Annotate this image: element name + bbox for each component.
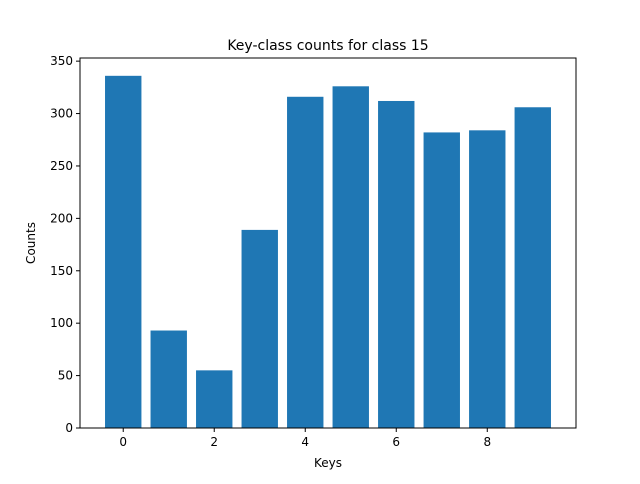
x-tick-label: 0	[119, 435, 127, 449]
y-tick-label: 350	[50, 54, 73, 68]
bar-key-6	[378, 100, 415, 429]
bar-key-2	[196, 370, 233, 428]
bar-key-8	[469, 130, 506, 429]
bar-key-4	[287, 96, 324, 429]
y-tick-label: 300	[50, 107, 73, 121]
x-tick-label: 4	[301, 435, 309, 449]
y-tick-label: 100	[50, 316, 73, 330]
y-tick-label: 250	[50, 159, 73, 173]
x-axis-ticks: 0 2 4 6 8	[119, 428, 491, 449]
y-tick-label: 50	[58, 369, 73, 383]
bar-key-7	[423, 132, 460, 429]
bar-key-0	[105, 75, 142, 428]
x-tick-label: 6	[392, 435, 400, 449]
x-tick-label: 8	[483, 435, 491, 449]
bar-key-5	[332, 86, 369, 428]
bar-key-9	[514, 107, 551, 428]
bar-key-3	[241, 229, 278, 428]
bar-key-1	[150, 330, 187, 428]
y-axis-ticks: 0 50 100 150 200 250 300 350	[50, 54, 80, 435]
y-tick-label: 200	[50, 211, 73, 225]
y-tick-label: 150	[50, 264, 73, 278]
y-tick-label: 0	[65, 421, 73, 435]
chart-title: Key-class counts for class 15	[227, 38, 428, 54]
plot-frame	[79, 57, 577, 429]
x-axis-label: Keys	[314, 456, 342, 470]
x-tick-label: 2	[210, 435, 218, 449]
y-axis-label: Counts	[24, 222, 38, 264]
bars-group	[105, 75, 551, 429]
